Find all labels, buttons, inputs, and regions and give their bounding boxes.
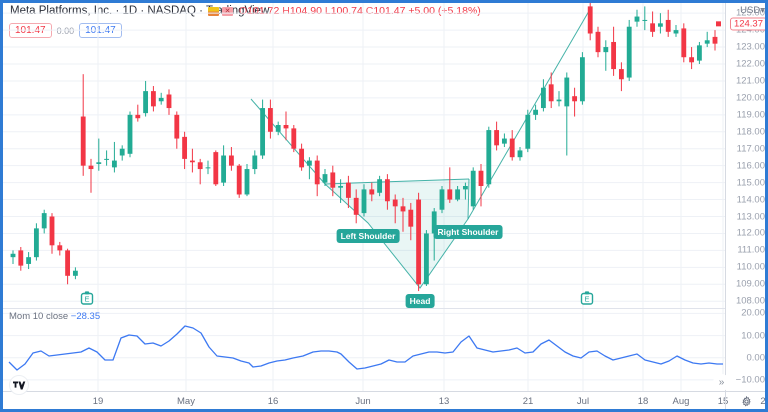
time-axis-label: 2 [760,396,766,407]
time-axis-label: Jun [355,396,371,407]
tv-glyph-icon [12,381,25,389]
time-axis-label: 21 [522,396,534,407]
price-pane[interactable] [3,3,725,308]
indicator-axis-label: −10.00 [735,374,765,386]
current-price-tag: 124.37 [729,17,765,31]
indicator-axis-label: 10.00 [741,330,765,342]
gear-icon [741,395,751,407]
ohlc-high-value: 104.90 [289,5,322,17]
time-axis-label: 13 [438,396,450,407]
time-axis-label: Aug [672,396,690,407]
price-axis-label: 120.00 [735,92,765,104]
earnings-badge-icon[interactable]: E [80,291,94,305]
x-mark-icon [222,7,233,16]
ohlc-low-label: L [324,5,331,17]
pattern-label-head[interactable]: Head [405,294,435,308]
chart-header: Meta Platforms, Inc. · 1D · NASDAQ · Tra… [3,3,765,20]
ohlc-change-pct: (+5.18%) [437,5,481,17]
price-axis-label: 114.00 [736,194,765,206]
ohlc-low-value: 100.74 [330,5,363,17]
time-axis[interactable]: 19 May 16 Jun 13 21 Jul 18 Aug 15 2 [3,391,766,409]
double-chevron-right-icon: » [718,377,725,388]
price-axis-label: 110.00 [736,261,765,273]
price-axis-label: 109.00 [735,278,765,290]
price-axis-label: 108.00 [735,295,765,307]
currency-label: USD [740,5,761,16]
candlestick-chart [3,3,725,308]
price-axis-label: 111.00 [737,244,765,256]
earnings-E-icon: E [580,291,594,305]
indicator-legend[interactable]: Mom 10 close −28.35 [9,311,100,322]
price-axis-label: 117.00 [736,143,765,155]
svg-text:E: E [84,295,89,304]
time-axis-label: Jul [576,396,590,407]
ohlc-close-label: C [365,5,374,17]
pane-separator [3,308,725,309]
pattern-label-right-shoulder[interactable]: Right Shoulder [433,225,503,239]
ohlc-high-label: H [282,5,290,17]
chevron-down-icon: ▾ [760,5,765,16]
time-axis-label: May [177,396,195,407]
indicator-name: Mom 10 close [9,311,69,322]
momentum-pane[interactable] [3,309,725,391]
indicator-value: −28.35 [70,311,101,322]
price-axis-label: 116.00 [736,160,765,172]
ohlc-readout: O101.72 H104.90 L100.74 C101.47 +5.00 (+… [239,5,481,17]
momentum-line-chart [3,309,725,391]
earnings-badge-icon[interactable]: E [580,291,594,305]
indicator-axis-label: 0.00 [746,352,766,364]
fast-forward-button[interactable]: » [713,374,730,391]
time-axis-label: 19 [92,396,104,407]
price-axis-label: 113.00 [736,211,765,222]
ohlc-close-value: 101.47 [373,5,406,17]
ohlc-open-label: O [239,5,248,17]
chart-settings-button[interactable] [725,391,765,409]
time-axis-label: 18 [637,396,649,407]
price-axis-label: 125.00 [735,7,765,19]
price-axis-label: 119.00 [736,109,765,121]
currency-selector[interactable]: USD▾ [740,5,765,16]
us-flag-icon [208,7,219,16]
time-axis-label: 15 [717,396,729,407]
header-icons [208,7,233,16]
time-axis-label: 16 [267,396,279,407]
indicator-axis-label: 20.00 [741,307,765,319]
price-axis[interactable]: USD▾ 125.00124.00123.00122.00121.00120.0… [725,3,766,391]
price-axis-label: 123.00 [735,41,765,53]
symbol-title: Meta Platforms, Inc. · 1D · NASDAQ · Tra… [10,5,270,17]
price-axis-label: 121.00 [735,75,765,87]
ohlc-change: +5.00 [408,5,435,17]
tradingview-logo-icon[interactable] [9,375,29,395]
pattern-label-left-shoulder[interactable]: Left Shoulder [336,229,400,243]
price-axis-label: 118.00 [736,126,765,138]
price-axis-label: 122.00 [735,58,765,70]
ohlc-open-value: 101.72 [247,5,280,17]
price-axis-label: 112.00 [736,227,765,239]
earnings-E-icon: E [80,291,94,305]
price-axis-label: 115.00 [736,177,765,189]
svg-text:E: E [584,295,589,304]
